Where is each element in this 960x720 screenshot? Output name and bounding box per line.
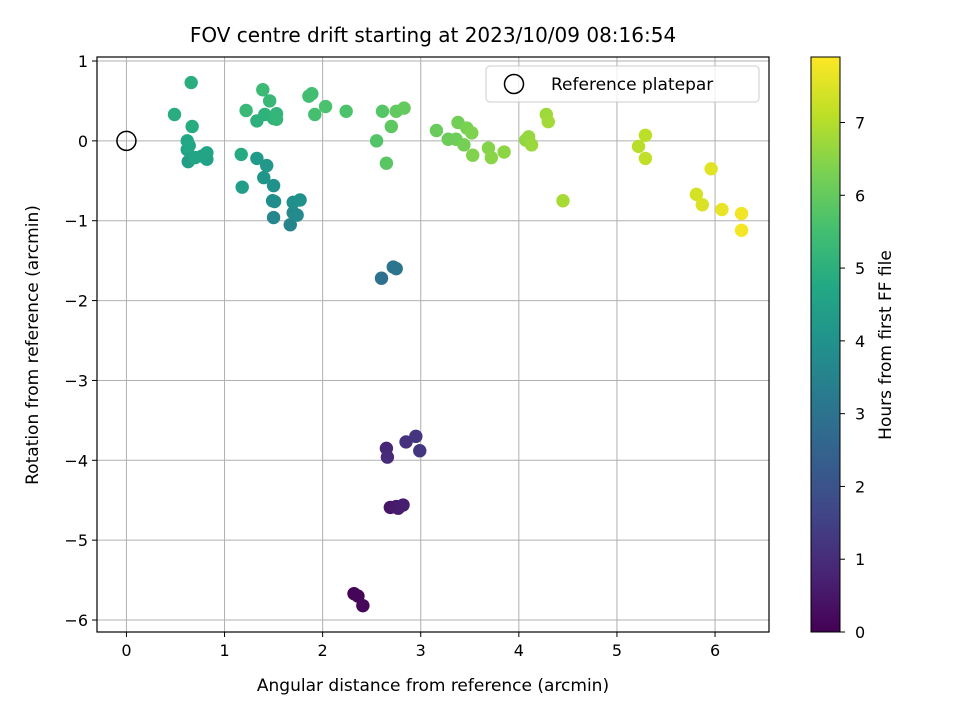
colorbar-ticks: 0 1 2 3 4 5 6 7	[840, 114, 865, 642]
data-point	[631, 139, 646, 154]
x-tick-label: 0	[121, 641, 131, 660]
reference-point	[116, 130, 137, 152]
y-tick-label: −6	[64, 611, 88, 630]
data-point	[369, 134, 384, 148]
data-point	[715, 202, 729, 217]
x-tick-label: 2	[318, 641, 328, 660]
data-point	[734, 223, 749, 237]
reference-marker	[116, 130, 137, 152]
y-tick-label: 0	[78, 132, 88, 151]
grid-lines	[97, 57, 769, 632]
data-point	[384, 119, 399, 134]
data-point	[185, 119, 199, 134]
data-point	[257, 170, 271, 185]
data-point	[484, 150, 499, 165]
data-point	[260, 158, 274, 173]
data-point	[734, 206, 749, 221]
data-point	[689, 187, 704, 202]
data-point	[375, 104, 390, 119]
colorbar-tick-label: 0	[855, 623, 865, 642]
colorbar-tick-label: 6	[855, 186, 865, 205]
colorbar: 0 1 2 3 4 5 6 7 Hours from first FF file	[810, 56, 896, 642]
x-tick-label: 1	[219, 641, 229, 660]
data-point	[250, 151, 264, 166]
data-point	[638, 128, 653, 142]
data-point	[497, 145, 511, 159]
data-point	[541, 114, 555, 129]
data-point	[556, 194, 570, 208]
y-axis-label: Rotation from reference (arcmin)	[23, 205, 43, 485]
colorbar-tick-label: 3	[855, 405, 865, 424]
y-tick-label: −5	[64, 531, 88, 550]
colorbar-tick-label: 5	[855, 259, 865, 278]
colorbar-tick-label: 7	[855, 114, 865, 133]
data-point	[356, 598, 370, 613]
data-point	[379, 156, 394, 170]
chart-title: FOV centre drift starting at 2023/10/09 …	[190, 23, 676, 47]
data-point	[266, 178, 281, 193]
data-point	[184, 75, 198, 90]
data-point	[308, 107, 322, 122]
data-point	[239, 103, 253, 118]
data-point	[397, 101, 411, 115]
colorbar-label: Hours from first FF file	[876, 250, 896, 440]
data-point	[704, 162, 718, 176]
data-point	[235, 180, 249, 194]
data-point	[466, 148, 480, 162]
data-point	[188, 150, 202, 165]
data-point	[266, 210, 281, 225]
colorbar-tick-label: 4	[855, 332, 865, 351]
x-tick-label: 5	[612, 641, 622, 660]
data-point	[389, 261, 403, 276]
data-point	[283, 218, 297, 232]
data-point	[396, 498, 410, 512]
data-point	[262, 94, 277, 108]
data-point	[269, 112, 284, 126]
y-tick-label: −2	[64, 292, 88, 311]
colorbar-gradient	[811, 57, 840, 632]
data-point	[374, 271, 389, 285]
data-point	[305, 87, 319, 101]
data-point	[413, 444, 427, 458]
x-tick-label: 6	[710, 641, 720, 660]
data-point	[167, 107, 182, 122]
data-point	[234, 147, 248, 162]
y-tick-label: −1	[64, 212, 88, 231]
data-points	[167, 75, 749, 613]
data-point	[318, 99, 333, 114]
data-point	[524, 138, 539, 152]
colorbar-frame	[810, 56, 841, 633]
data-point	[290, 208, 304, 222]
data-point	[695, 198, 709, 212]
plot-frame	[96, 56, 770, 633]
data-point	[267, 194, 282, 209]
data-point	[429, 123, 444, 138]
x-tick-label: 4	[514, 641, 524, 660]
colorbar-tick-label: 2	[855, 477, 865, 496]
legend: Reference platepar	[485, 65, 760, 103]
x-axis-label: Angular distance from reference (arcmin)	[257, 676, 609, 696]
data-point	[256, 83, 270, 97]
data-point	[380, 450, 395, 464]
y-axis-ticks: 1 0 −1 −2 −3 −4 −5 −6	[64, 52, 97, 630]
y-tick-label: −3	[64, 371, 88, 390]
legend-box	[485, 65, 760, 103]
data-point	[457, 138, 471, 152]
legend-label: Reference platepar	[551, 75, 713, 95]
data-point	[339, 104, 353, 119]
legend-marker-icon	[503, 73, 525, 95]
data-point	[293, 193, 307, 207]
x-tick-label: 3	[416, 641, 426, 660]
data-point	[409, 429, 423, 444]
x-axis-ticks: 0 1 2 3 4 5 6	[121, 632, 720, 660]
colorbar-tick-label: 1	[855, 550, 865, 569]
data-point	[399, 435, 413, 449]
data-point	[638, 151, 653, 166]
data-point	[200, 146, 214, 160]
data-point	[465, 126, 479, 140]
y-tick-label: 1	[78, 52, 88, 71]
y-tick-label: −4	[64, 451, 88, 470]
data-point	[182, 138, 196, 153]
